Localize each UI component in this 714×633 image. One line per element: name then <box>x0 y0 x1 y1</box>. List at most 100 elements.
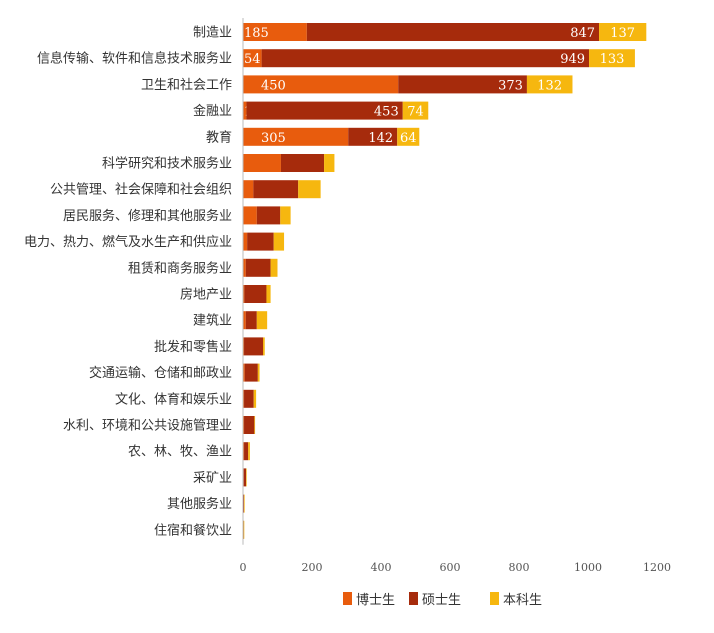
x-tick-label: 400 <box>371 561 392 574</box>
category-label: 交通运输、仓储和邮政业 <box>89 365 232 381</box>
bar-segment <box>243 520 244 539</box>
bar-segment <box>253 180 299 199</box>
category-label: 农、林、牧、渔业 <box>128 445 232 460</box>
bar-segment <box>261 49 590 68</box>
data-label: 450 <box>261 78 286 93</box>
category-label: 公共管理、社会保障和社会组织 <box>50 182 232 198</box>
bar-segment <box>243 520 245 539</box>
bar-segment <box>254 416 256 434</box>
bar-segment <box>244 442 249 461</box>
bar-segment <box>243 49 262 68</box>
bar-segment <box>298 180 321 199</box>
x-tick-label: 200 <box>302 561 323 574</box>
bar-segment <box>245 258 271 277</box>
category-label: 房地产业 <box>180 287 232 303</box>
data-label: 185 <box>244 26 269 41</box>
bar-segment <box>245 311 257 330</box>
category-label: 文化、体育和娱乐业 <box>115 391 232 407</box>
category-label: 采矿业 <box>193 471 232 486</box>
data-label: 949 <box>560 52 585 67</box>
bar-segment <box>243 363 245 382</box>
bar-segment <box>243 442 245 461</box>
bar-segment <box>324 154 335 172</box>
data-label: 137 <box>610 26 635 41</box>
data-label: 142 <box>368 131 393 146</box>
bar-segment <box>243 416 245 434</box>
bar-segment <box>247 232 274 251</box>
bar-segment <box>243 337 245 356</box>
bar-segment <box>244 363 258 382</box>
category-label: 批发和零售业 <box>154 339 232 355</box>
x-axis: 0 200 400 600 800 1000 1200 <box>240 18 671 574</box>
category-label: 水利、环境和公共设施管理业 <box>63 419 232 434</box>
legend-swatch <box>409 592 418 605</box>
bar-segment <box>402 101 429 120</box>
category-labels: 制造业信息传输、软件和信息技术服务业卫生和社会工作金融业教育科学研究和技术服务业… <box>24 26 232 539</box>
bar-segment <box>243 127 349 146</box>
bar-segment <box>397 127 420 146</box>
bar-segment <box>266 285 271 303</box>
bar-segment <box>256 206 281 225</box>
bar-segment <box>246 101 403 120</box>
category-label: 科学研究和技术服务业 <box>102 156 232 172</box>
bar-segment <box>243 311 246 330</box>
bar-segment <box>306 23 600 41</box>
x-tick-label: 1200 <box>643 561 671 574</box>
bar-segment <box>243 154 281 172</box>
category-label: 信息传输、软件和信息技术服务业 <box>37 51 232 67</box>
category-label: 卫生和社会工作 <box>141 77 232 93</box>
bar-segment <box>280 154 325 172</box>
bar-segment <box>243 258 246 277</box>
bar-segment <box>589 49 635 68</box>
bar-segment <box>243 494 245 513</box>
data-label: 847 <box>570 26 595 41</box>
bar-segment <box>348 127 398 146</box>
data-label: 305 <box>261 131 286 146</box>
bar-segment <box>243 206 257 225</box>
legend-label: 硕士生 <box>422 593 461 608</box>
category-label: 租赁和商务服务业 <box>128 260 232 276</box>
legend-swatch <box>490 592 499 605</box>
bars-group: 1858471375494913345037313210453743051426… <box>243 23 647 539</box>
bar-segment <box>243 23 307 41</box>
data-label: 132 <box>537 78 562 93</box>
category-label: 教育 <box>206 129 232 145</box>
bar-segment <box>398 75 527 94</box>
bar-segment <box>244 494 245 513</box>
x-tick-label: 1000 <box>574 561 602 574</box>
legend: 博士生 硕士生 本科生 <box>343 592 542 608</box>
data-label: 74 <box>407 105 424 120</box>
bar-segment <box>280 206 291 225</box>
bar-segment <box>263 337 265 356</box>
bar-segment <box>248 442 250 461</box>
x-tick-label: 800 <box>509 561 530 574</box>
category-label: 建筑业 <box>193 313 232 329</box>
bar-segment <box>243 101 247 120</box>
bar-segment <box>246 468 247 487</box>
bar-segment <box>243 468 247 487</box>
data-label: 373 <box>498 78 523 93</box>
bar-segment <box>599 23 647 41</box>
data-label: 133 <box>600 52 625 67</box>
bar-segment <box>243 232 248 251</box>
category-label: 金融业 <box>193 103 232 119</box>
category-label: 居民服务、修理和其他服务业 <box>63 208 232 224</box>
x-tick-label: 0 <box>240 561 247 574</box>
bar-segment <box>244 337 264 356</box>
data-label: 64 <box>400 131 417 146</box>
category-label: 电力、热力、燃气及水生产和供应业 <box>24 234 232 250</box>
bar-segment <box>244 389 254 408</box>
category-label: 其他服务业 <box>167 496 232 512</box>
data-label: 453 <box>374 105 399 120</box>
bar-segment <box>243 75 399 94</box>
bar-segment <box>273 232 285 251</box>
bar-segment <box>244 285 267 303</box>
legend-label: 本科生 <box>503 593 542 608</box>
category-label: 住宿和餐饮业 <box>154 522 232 538</box>
bar-segment <box>526 75 573 94</box>
data-label: 54 <box>244 52 261 67</box>
legend-label: 博士生 <box>356 593 395 608</box>
legend-swatch <box>343 592 352 605</box>
bar-segment <box>253 389 257 408</box>
